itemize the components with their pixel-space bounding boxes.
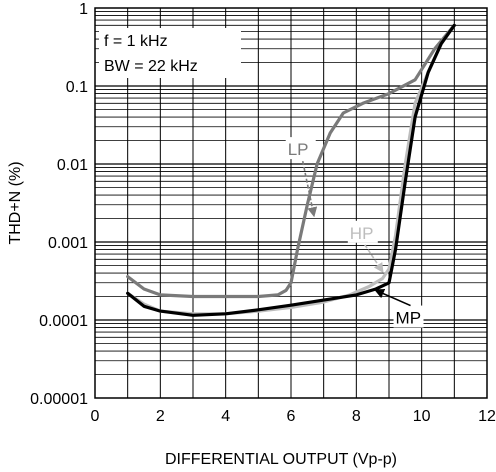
y-tick-labels: 0.00001 0.0001 0.001 0.01 0.1 1 xyxy=(30,1,88,408)
series-arrow-mp xyxy=(374,288,411,307)
y-tick-label: 0.0001 xyxy=(39,313,88,330)
annotation-line-bandwidth: BW = 22 kHz xyxy=(104,58,198,75)
series-group xyxy=(126,23,456,317)
x-tick-label: 4 xyxy=(221,408,230,425)
conditions-annotation: f = 1 kHz BW = 22 kHz xyxy=(99,28,241,78)
x-tick-label: 12 xyxy=(478,408,496,425)
y-axis-title: THD+N (%) xyxy=(7,161,24,244)
series-labels: LP HP MP xyxy=(285,137,424,328)
y-tick-label: 1 xyxy=(79,1,88,18)
series-arrow-hp xyxy=(364,244,384,274)
x-tick-labels: 0 2 4 6 8 10 12 xyxy=(91,408,496,425)
y-tick-label: 0.001 xyxy=(48,235,88,252)
series-line-mp xyxy=(126,23,456,317)
series-label-background xyxy=(393,305,424,328)
series-label-lp: LP xyxy=(288,140,309,159)
series-arrow-lp xyxy=(301,160,318,218)
x-tick-label: 10 xyxy=(413,408,431,425)
series-label-hp: HP xyxy=(350,224,374,243)
series-label-background xyxy=(347,220,378,243)
series-label-mp: MP xyxy=(396,309,422,328)
series-line-lp xyxy=(126,23,456,299)
y-tick-label: 0.00001 xyxy=(30,391,88,408)
y-tick-label: 0.1 xyxy=(66,79,88,96)
y-tick-label: 0.01 xyxy=(57,157,88,174)
annotation-line-frequency: f = 1 kHz xyxy=(104,33,168,50)
plot-frame xyxy=(94,7,488,399)
annotation-background xyxy=(99,28,241,78)
x-tick-label: 8 xyxy=(352,408,361,425)
x-axis-title: DIFFERENTIAL OUTPUT (Vp-p) xyxy=(165,451,397,468)
x-tick-label: 2 xyxy=(156,408,165,425)
series-label-background xyxy=(285,137,316,160)
x-tick-label: 0 xyxy=(91,408,100,425)
x-tick-label: 6 xyxy=(287,408,296,425)
